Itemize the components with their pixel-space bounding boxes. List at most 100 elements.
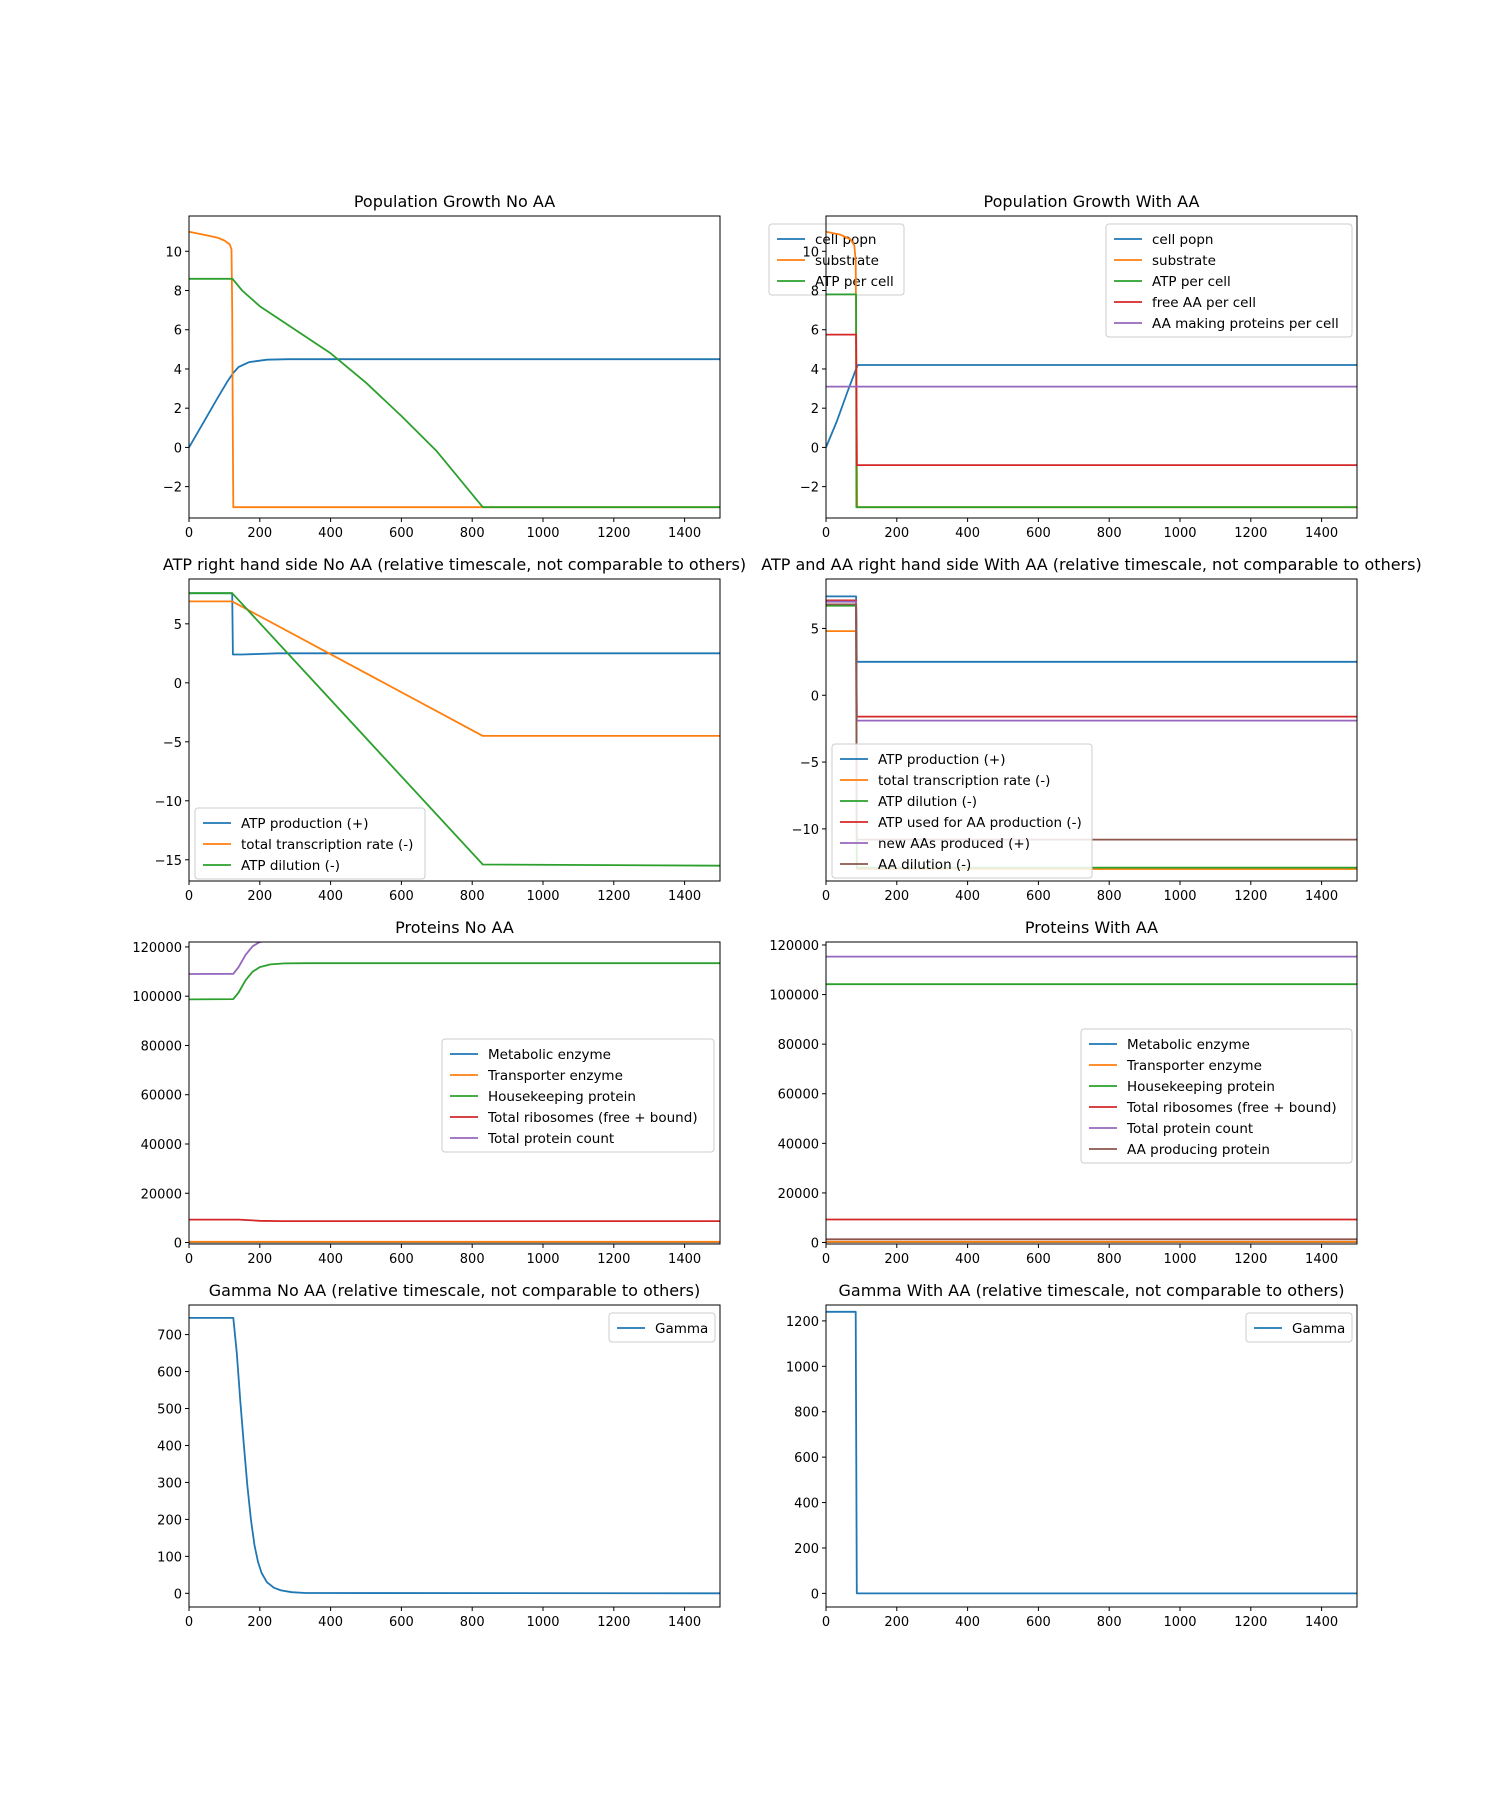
legend-label: Gamma: [1292, 1321, 1345, 1337]
x-tick-label: 800: [460, 889, 485, 904]
x-tick-label: 1400: [668, 1615, 701, 1630]
x-tick-label: 600: [389, 1615, 414, 1630]
x-tick-label: 1400: [1305, 1252, 1338, 1267]
x-tick-label: 1000: [526, 1252, 559, 1267]
y-tick-label: 0: [811, 689, 819, 704]
y-tick-label: 400: [157, 1439, 182, 1454]
x-tick-label: 0: [822, 1615, 830, 1630]
y-tick-label: 0: [174, 1587, 182, 1602]
y-tick-label: 0: [811, 441, 819, 456]
x-tick-label: 800: [1097, 526, 1122, 541]
legend-label: ATP production (+): [878, 752, 1006, 768]
y-tick-label: −10: [155, 795, 182, 810]
x-tick-label: 600: [1026, 1615, 1051, 1630]
x-tick-label: 800: [460, 1252, 485, 1267]
y-tick-label: −5: [163, 736, 182, 751]
y-tick-label: 8: [174, 285, 182, 300]
axes-frame: [188, 578, 721, 882]
plot-area: [826, 1310, 1357, 1595]
x-tick-label: 1400: [1305, 526, 1338, 541]
x-tick-label: 1000: [526, 1615, 559, 1630]
y-tick-label: 800: [794, 1406, 819, 1421]
y-tick-label: 600: [157, 1366, 182, 1381]
x-tick-label: 1200: [1234, 526, 1267, 541]
x-tick-label: 400: [318, 526, 343, 541]
chart-title: ATP and AA right hand side With AA (rela…: [761, 555, 1421, 574]
x-tick-label: 1200: [1234, 889, 1267, 904]
y-tick-label: 40000: [778, 1137, 819, 1152]
x-tick-label: 400: [955, 526, 980, 541]
x-tick-label: 1000: [1163, 889, 1196, 904]
legend: cell popn substrate ATP per cell free AA pe…: [1105, 223, 1353, 338]
x-tick-label: 1400: [1305, 889, 1338, 904]
y-tick-label: 300: [157, 1476, 182, 1491]
x-tick-label: 200: [884, 889, 909, 904]
legend-label: cell popn: [815, 232, 876, 248]
x-tick-label: 600: [389, 1252, 414, 1267]
y-tick-label: 400: [794, 1497, 819, 1512]
y-tick-label: 500: [157, 1403, 182, 1418]
legend-box: [1245, 1312, 1353, 1343]
y-tick-label: −5: [800, 756, 819, 771]
x-tick-label: 400: [318, 1615, 343, 1630]
legend-label: ATP production (+): [241, 816, 369, 832]
series-line-5: [189, 942, 266, 975]
charts-layer: Population Growth No AA0 200 400 600 800 1000…: [132, 192, 1421, 1630]
x-tick-label: 1400: [668, 1252, 701, 1267]
y-tick-label: 1000: [786, 1360, 819, 1375]
chart-title: Gamma With AA (relative timescale, not c…: [838, 1281, 1344, 1300]
legend-label: substrate: [1152, 253, 1216, 269]
y-tick-label: 200: [157, 1513, 182, 1528]
x-tick-label: 800: [1097, 889, 1122, 904]
x-tick-label: 800: [460, 1615, 485, 1630]
x-tick-label: 1200: [1234, 1252, 1267, 1267]
y-tick-label: −10: [792, 823, 819, 838]
x-tick-label: 1200: [597, 526, 630, 541]
x-tick-label: 200: [884, 526, 909, 541]
x-tick-label: 400: [318, 889, 343, 904]
chart-panel-8: Gamma With AA (relative timescale, not c…: [786, 1281, 1358, 1630]
y-tick-label: 2: [174, 402, 182, 417]
y-tick-label: 10: [802, 245, 819, 260]
axes-frame: [825, 1304, 1358, 1608]
plot-area: [189, 1317, 720, 1595]
y-tick-label: 600: [794, 1451, 819, 1466]
y-tick-label: 120000: [132, 941, 182, 956]
y-tick-label: 8: [811, 285, 819, 300]
x-tick-label: 600: [389, 889, 414, 904]
legend: Gamma: [608, 1312, 716, 1343]
y-tick-label: −15: [155, 854, 182, 869]
legend-label: Gamma: [655, 1321, 708, 1337]
axes-frame: [188, 1304, 721, 1608]
series-line-2: [189, 600, 720, 737]
legend-label: free AA per cell: [1152, 295, 1256, 311]
y-tick-label: 60000: [141, 1089, 182, 1104]
y-tick-label: 1200: [786, 1315, 819, 1330]
plot-area: [826, 595, 1357, 870]
legend-label: Metabolic enzyme: [1127, 1037, 1250, 1053]
y-tick-label: −2: [800, 481, 819, 496]
x-tick-label: 1200: [597, 1615, 630, 1630]
y-tick-label: 80000: [141, 1039, 182, 1054]
legend-label: Transporter enzyme: [1126, 1058, 1262, 1074]
legend-label: total transcription rate (-): [241, 837, 413, 853]
axes-frame: [825, 578, 1358, 882]
plot-area: [826, 955, 1357, 1243]
plot-area: [189, 230, 720, 509]
chart-title: Proteins With AA: [1025, 918, 1158, 937]
chart-title: Gamma No AA (relative timescale, not com…: [209, 1281, 700, 1300]
x-tick-label: 200: [247, 889, 272, 904]
legend-box: [608, 1312, 716, 1343]
y-tick-label: 4: [174, 363, 182, 378]
series-line-3: [189, 592, 720, 867]
legend-label: Housekeeping protein: [488, 1089, 636, 1105]
legend-label: Transporter enzyme: [487, 1068, 623, 1084]
y-tick-label: 0: [174, 1237, 182, 1252]
x-tick-label: 0: [822, 1252, 830, 1267]
x-tick-label: 800: [460, 526, 485, 541]
chart-title: Population Growth With AA: [984, 192, 1200, 211]
x-tick-label: 1000: [526, 889, 559, 904]
x-tick-label: 0: [185, 1252, 193, 1267]
chart-title: Proteins No AA: [395, 918, 514, 937]
